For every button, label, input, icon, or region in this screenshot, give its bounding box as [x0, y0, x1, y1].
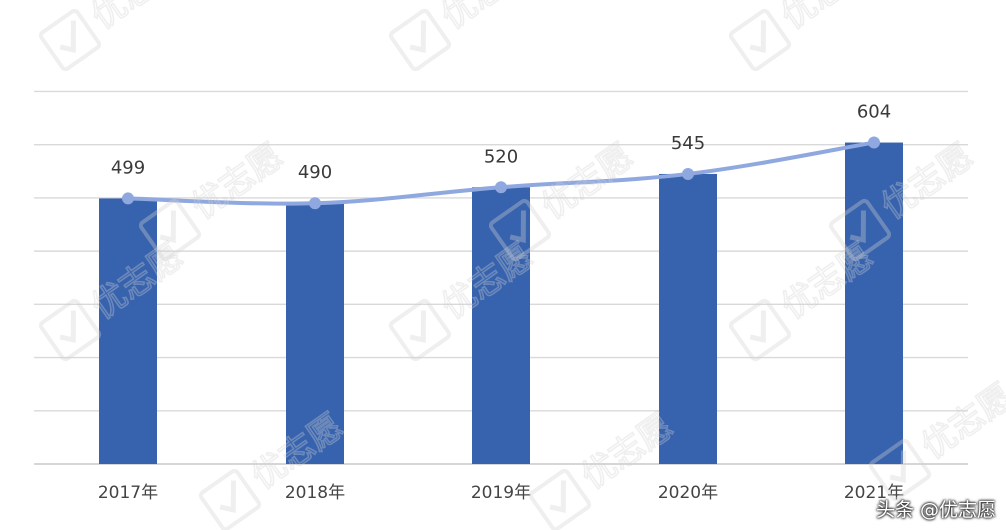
- data-label-2019年: 520: [484, 146, 518, 167]
- data-label-2020年: 545: [671, 133, 705, 154]
- data-label-2018年: 490: [298, 162, 332, 183]
- watermark-logo-text: 优志愿: [184, 136, 290, 227]
- x-tick-label: 2017年: [98, 483, 158, 503]
- checkmark-badge-icon: [38, 8, 102, 72]
- bar-2020年: [659, 173, 717, 465]
- source-watermark: 头条 @优志愿: [875, 499, 996, 521]
- checkmark-badge-icon: [388, 298, 452, 362]
- checkmark-icon: [59, 20, 76, 54]
- line-point-2021年: [868, 136, 880, 149]
- checkmark-icon: [889, 450, 906, 484]
- watermark-logo-text: 优志愿: [84, 0, 190, 37]
- line-point-2019年: [495, 181, 507, 194]
- bar-2018年: [286, 203, 344, 465]
- watermark-logo-text: 优志愿: [774, 0, 880, 37]
- checkmark-icon: [159, 210, 176, 244]
- checkmark-badge-icon: [198, 468, 262, 530]
- checkmark-badge-icon: [388, 8, 452, 72]
- checkmark-icon: [509, 210, 526, 244]
- checkmark-icon: [409, 310, 426, 344]
- checkmark-icon: [59, 310, 76, 344]
- checkmark-badge-icon: [728, 298, 792, 362]
- watermark-logo: 优志愿: [198, 405, 351, 530]
- data-label-2017年: 499: [111, 157, 145, 178]
- watermark-logo: 优志愿: [728, 0, 881, 72]
- line-point-2017年: [122, 192, 134, 205]
- checkmark-badge-icon: [728, 8, 792, 72]
- x-tick-label: 2021年: [844, 483, 904, 503]
- line-point-2020年: [682, 167, 694, 180]
- trend-line: [122, 136, 880, 210]
- watermark-logo-text: 优志愿: [434, 0, 540, 37]
- watermark-logo: 优志愿: [38, 0, 191, 72]
- watermark-logo-text: 优志愿: [914, 376, 1006, 467]
- x-tick-label: 2019年: [471, 483, 531, 503]
- checkmark-badge-icon: [828, 198, 892, 262]
- checkmark-badge-icon: [38, 298, 102, 362]
- checkmark-icon: [549, 480, 566, 514]
- checkmark-icon: [749, 20, 766, 54]
- bar-2017年: [99, 198, 157, 465]
- x-tick-label: 2018年: [285, 483, 345, 503]
- watermark-logo: 优志愿: [388, 0, 541, 72]
- x-tick-label: 2020年: [658, 483, 718, 503]
- bar-2019年: [472, 187, 530, 465]
- x-axis-tick-labels: 2017年 2018年 2019年 2020年 2021年: [98, 483, 904, 503]
- checkmark-icon: [219, 480, 236, 514]
- data-labels: 499 490 520 545 604: [111, 102, 891, 184]
- data-label-2021年: 604: [857, 102, 891, 123]
- checkmark-badge-icon: [488, 198, 552, 262]
- checkmark-badge-icon: [868, 438, 932, 502]
- checkmark-icon: [849, 210, 866, 244]
- checkmark-badge-icon: [138, 198, 202, 262]
- bar-2021年: [845, 142, 903, 464]
- line-point-2018年: [309, 197, 321, 210]
- checkmark-icon: [749, 310, 766, 344]
- watermark-logo: 优志愿: [528, 405, 681, 530]
- bars: [99, 142, 903, 465]
- checkmark-badge-icon: [528, 468, 592, 530]
- checkmark-icon: [409, 20, 426, 54]
